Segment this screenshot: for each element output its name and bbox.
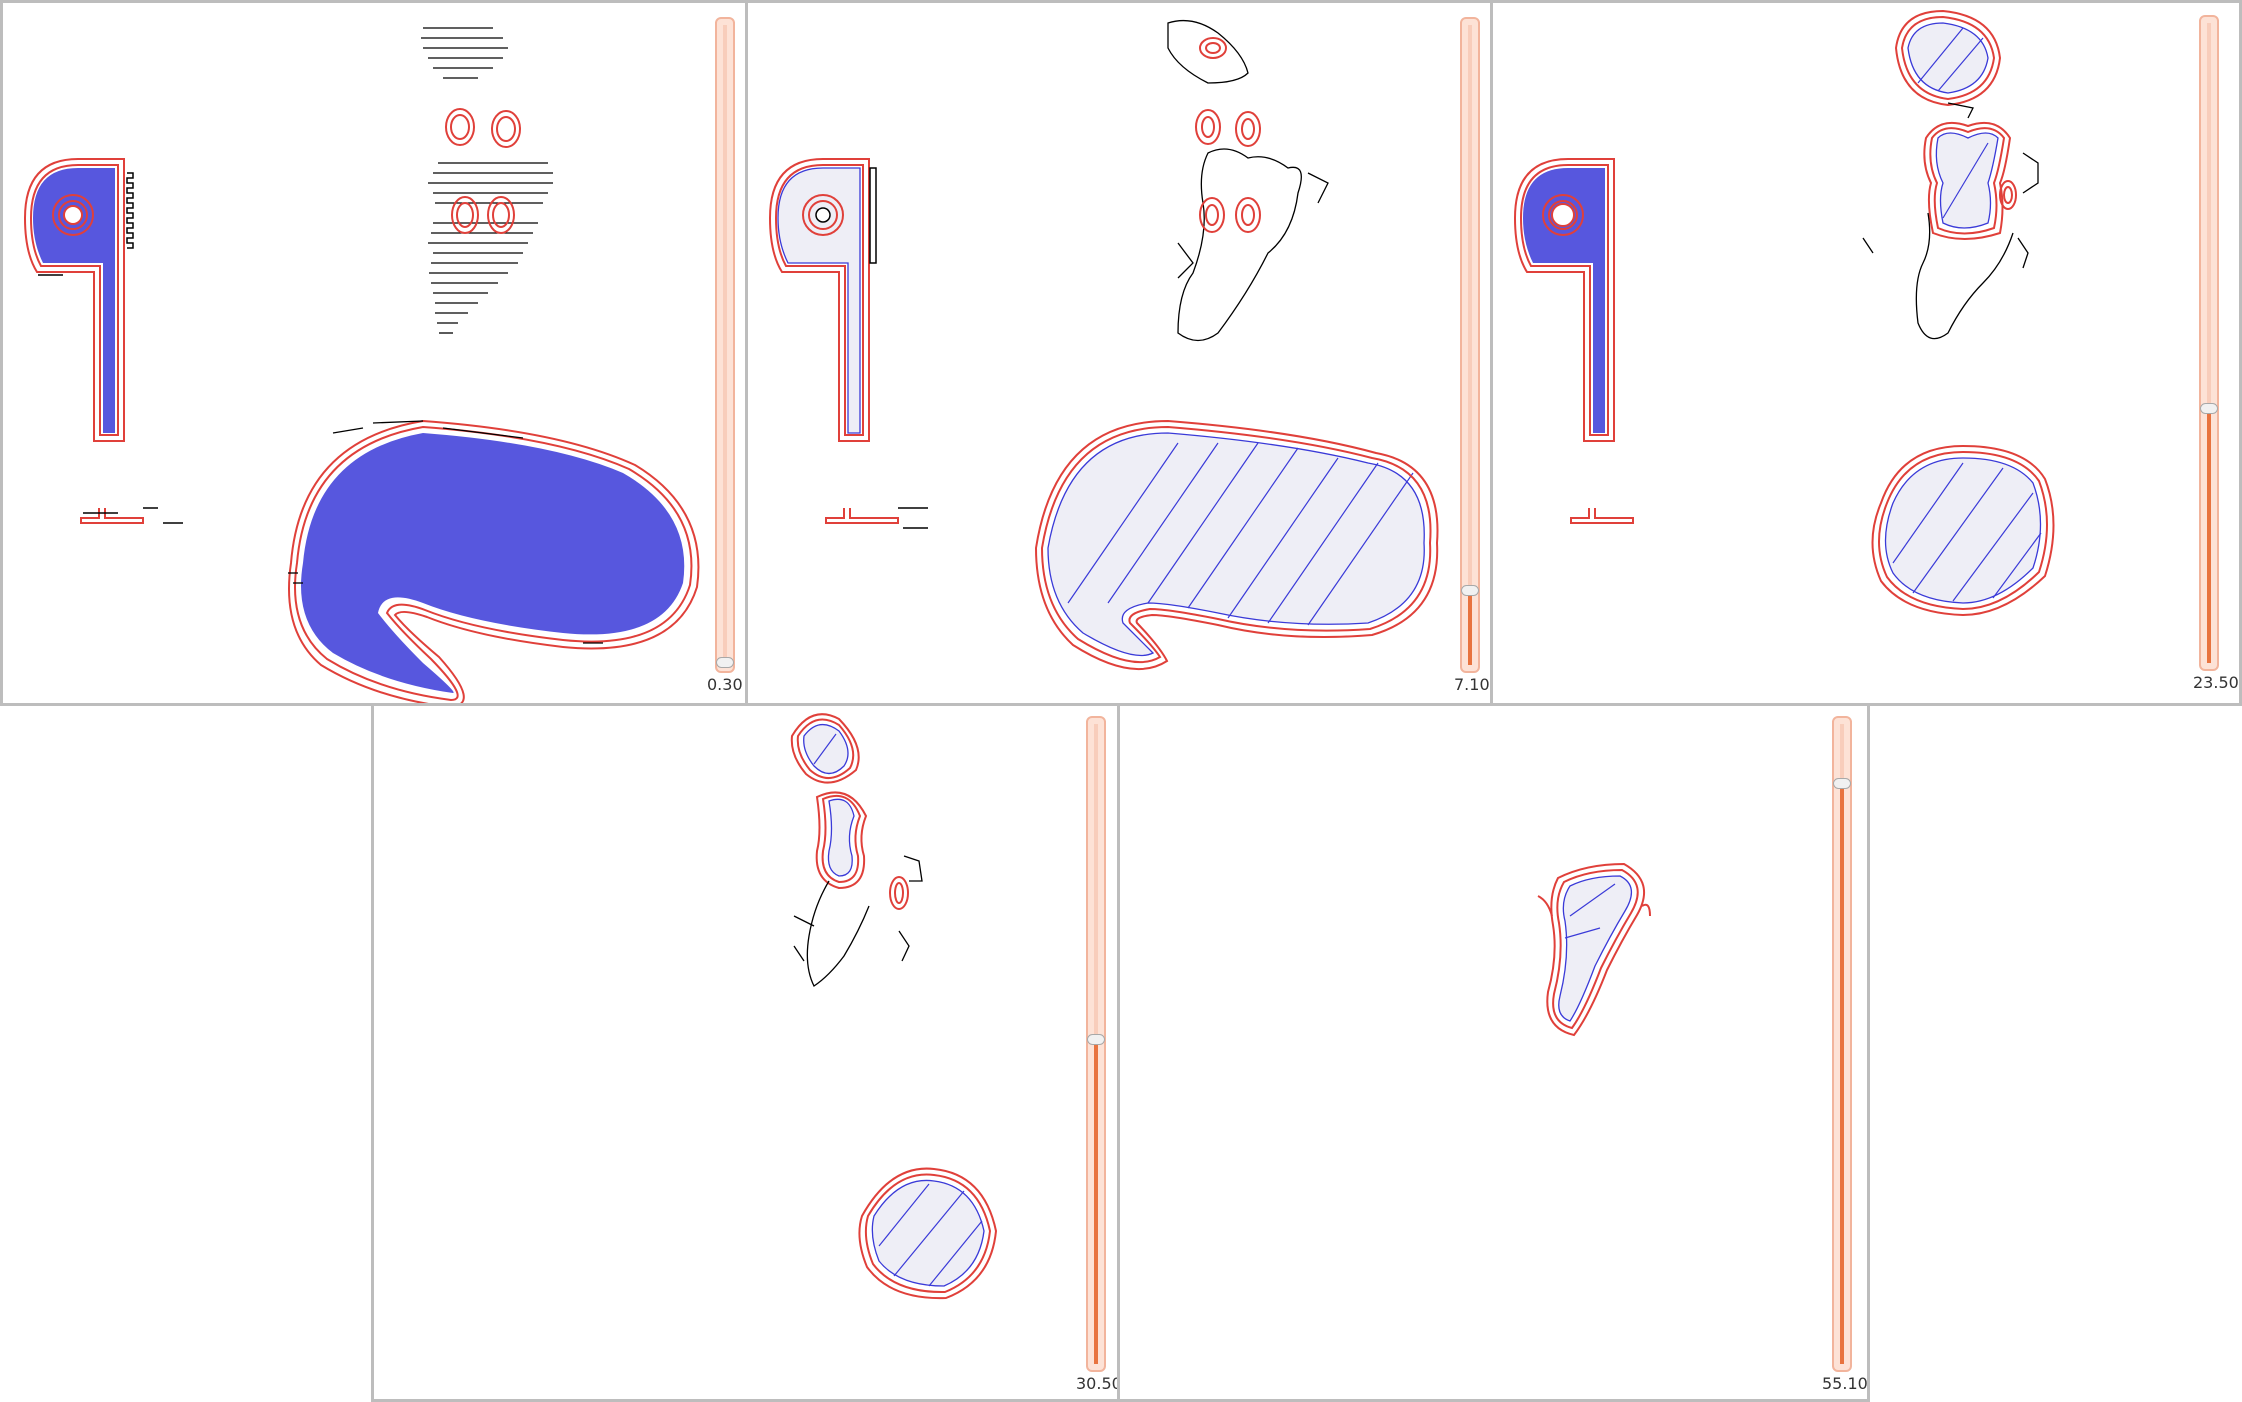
slice-preview-canvas <box>23 27 700 703</box>
layer-height-label: 7.10 <box>1454 675 1490 694</box>
slider-thumb[interactable] <box>1087 1034 1105 1045</box>
layer-height-label: 30.50 <box>1076 1374 1121 1393</box>
layer-height-label: 0.30 <box>707 675 743 694</box>
layer-view-panel-2: 7.10 <box>745 0 1493 706</box>
layer-slider[interactable] <box>1460 17 1480 673</box>
layer-view-panel-5: 55.10 <box>1117 703 1870 1402</box>
slice-preview-canvas <box>1537 862 1651 1037</box>
slider-fill <box>1094 1039 1098 1364</box>
slice-preview-canvas <box>790 713 998 1300</box>
layer-view-panel-1: 0.30 <box>0 0 748 706</box>
slider-thumb[interactable] <box>716 657 734 668</box>
slider-thumb[interactable] <box>1833 778 1851 789</box>
layer-slider[interactable] <box>1832 716 1852 1372</box>
slider-fill <box>1468 590 1472 665</box>
slider-fill <box>1840 784 1844 1364</box>
slider-track-groove <box>2207 23 2211 663</box>
slider-track-groove <box>1468 25 1472 665</box>
slider-thumb[interactable] <box>1461 585 1479 596</box>
layer-slider[interactable] <box>1086 716 1106 1372</box>
layer-slider[interactable] <box>715 17 735 673</box>
layer-height-label: 55.10 <box>1822 1374 1868 1393</box>
layer-view-panel-3: 23.50 <box>1490 0 2242 706</box>
slider-track-groove <box>723 25 727 665</box>
layer-height-label: 23.50 <box>2193 673 2239 692</box>
slider-thumb[interactable] <box>2200 403 2218 414</box>
layer-slider[interactable] <box>2199 15 2219 671</box>
slider-fill <box>2207 407 2211 663</box>
layer-view-panel-4: 30.50 <box>371 703 1121 1402</box>
slice-preview-canvas <box>1513 9 2055 617</box>
slice-preview-canvas <box>768 19 1439 671</box>
